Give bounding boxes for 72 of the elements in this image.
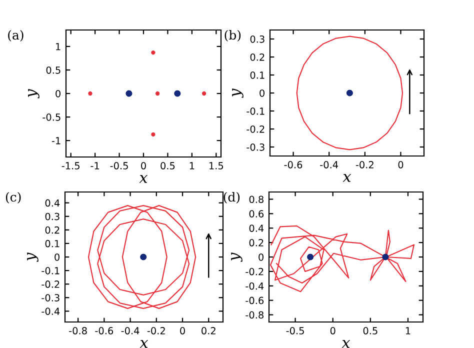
y-tick-label: -0.5	[42, 113, 60, 121]
y-tick-label: 0.6	[249, 210, 264, 218]
point	[202, 91, 206, 96]
y-tick-label: 0.4	[249, 224, 264, 232]
point	[88, 91, 92, 96]
line-series	[296, 36, 404, 150]
y-tick-label: 0	[54, 253, 60, 261]
y-tick-label: -0.1	[42, 267, 60, 274]
y-tick-label: 0	[56, 90, 60, 98]
y-tick-label: -0.2	[246, 268, 264, 276]
y-tick-label: 0.3	[250, 35, 264, 43]
y-tick-label: 0.1	[250, 71, 264, 79]
x-axis-title: x	[342, 340, 350, 348]
y-tick-label: -0.8	[246, 311, 264, 319]
x-tick-label: -0.5	[286, 327, 304, 334]
x-tick-label: 1	[190, 162, 194, 170]
x-tick-label: 0.2	[202, 327, 216, 334]
y-tick-label: 0.3	[45, 212, 60, 220]
x-axis-title: x	[342, 174, 352, 182]
y-tick-label: -0.3	[42, 294, 60, 302]
y-tick-label: 0.5	[46, 66, 60, 74]
point	[174, 90, 181, 97]
x-tick-label: -0.6	[284, 161, 302, 168]
x-tick-label: 0.5	[160, 162, 175, 170]
y-axis-title: y	[232, 88, 244, 98]
y-tick-label: -0.4	[42, 308, 60, 315]
text: (c)	[6, 192, 21, 204]
point	[155, 91, 160, 96]
y-tick-label: 0	[260, 89, 264, 97]
x-tick-label: 1	[406, 327, 410, 334]
x-axis-title: x	[140, 340, 148, 348]
text: (b)	[224, 30, 241, 42]
point	[126, 90, 132, 97]
x-tick-label: -0.8	[69, 327, 87, 334]
x-tick-label: -0.2	[147, 327, 165, 334]
x-tick-label: -0.4	[121, 327, 140, 334]
y-tick-label: 0.2	[249, 239, 264, 246]
x-tick-label: 1.5	[209, 162, 224, 170]
y-tick-label: 0.1	[45, 240, 60, 248]
y-axis-title: y	[231, 252, 242, 262]
x-tick-label: -0.5	[110, 162, 128, 170]
x-tick-label: -0.2	[356, 161, 374, 168]
x-tick-label: -0.6	[95, 327, 114, 334]
y-tick-label: 0.4	[45, 199, 60, 207]
x-tick-label: -1.5	[62, 162, 80, 170]
x-tick-label: -1	[90, 162, 100, 170]
text: (d)	[224, 192, 240, 204]
y-tick-label: -0.2	[246, 125, 264, 133]
x-tick-label: 0	[141, 162, 146, 170]
y-tick-label: 1	[56, 43, 60, 50]
x-tick-label: 0	[398, 161, 404, 168]
y-tick-label: 0.2	[250, 53, 264, 61]
y-tick-label: 0	[258, 253, 264, 261]
x-tick-label: 0	[180, 327, 185, 334]
x-axis-title: x	[139, 174, 148, 183]
y-tick-label: -0.2	[42, 280, 60, 288]
x-tick-label: -0.4	[320, 161, 338, 168]
x-tick-label: 0	[330, 327, 336, 334]
y-tick-label: -1	[52, 137, 60, 144]
y-tick-label: -0.4	[246, 282, 264, 290]
point	[151, 50, 156, 55]
y-tick-label: -0.6	[246, 296, 264, 304]
y-tick-label: 0.8	[249, 196, 264, 204]
y-tick-label: -0.3	[246, 143, 264, 151]
line-series	[270, 225, 415, 292]
y-tick-label: -0.1	[246, 107, 264, 115]
point	[151, 132, 156, 137]
y-axis-title: y	[27, 252, 38, 262]
y-axis-title: y	[28, 89, 40, 98]
text: (a)	[8, 30, 24, 42]
y-tick-label: 0.2	[45, 226, 60, 234]
x-tick-label: 0.5	[363, 327, 378, 334]
